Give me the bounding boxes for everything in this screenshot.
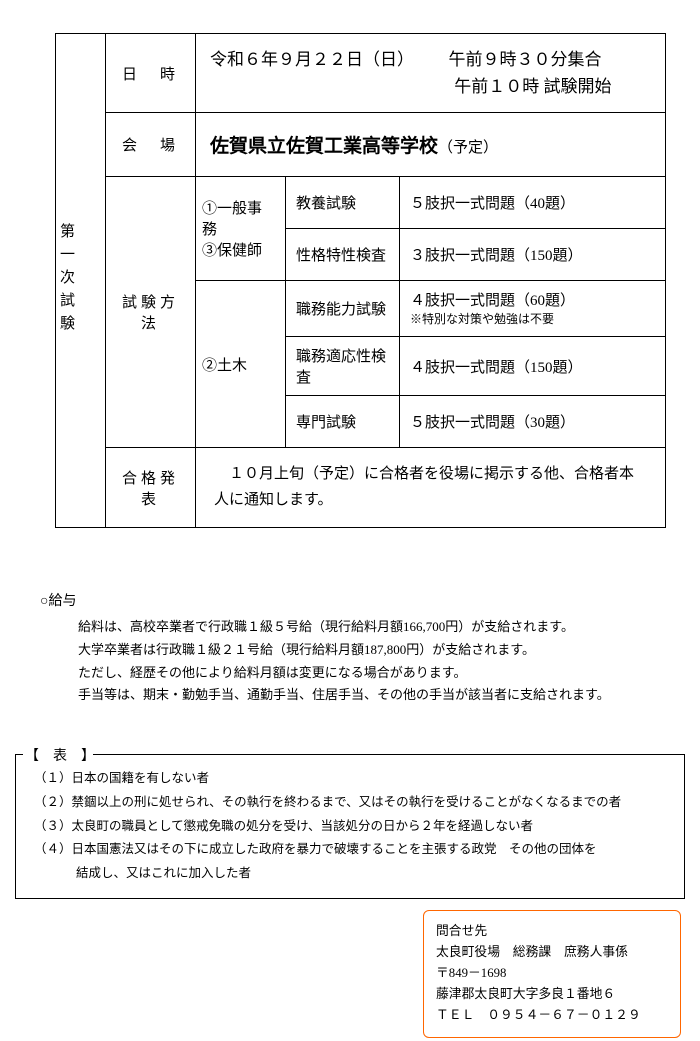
venue-name: 佐賀県立佐賀工業高等学校 — [210, 136, 438, 157]
g2-item0-main: ４肢択一式問題（60題） — [410, 293, 575, 309]
venue-suffix: （予定） — [438, 140, 498, 156]
exam-table: 第一次試験 日 時 令和６年９月２２日（日） 午前９時３０分集合 午前１０時 試… — [55, 33, 666, 528]
contact-address: 藤津郡太良町大字多良１番地６ — [436, 984, 668, 1005]
g2-item1-type: 職務適応性検査 — [286, 337, 400, 396]
datetime-label: 日 時 — [106, 34, 196, 113]
disq-item-1: （２）禁錮以上の刑に処せられ、その執行を終わるまで、又はその執行を受けることがな… — [34, 791, 670, 815]
disq-cont: 結成し、又はこれに加入した者 — [34, 862, 670, 886]
venue-value: 佐賀県立佐賀工業高等学校（予定） — [196, 113, 666, 177]
result-text: １０月上旬（予定）に合格者を役場に掲示する他、合格者本人に通知します。 — [196, 448, 666, 528]
disq-box: （１）日本の国籍を有しない者 （２）禁錮以上の刑に処せられ、その執行を終わるまで… — [15, 754, 685, 899]
group1-line1: ①一般事務 — [202, 201, 262, 238]
disq-item-0: （１）日本の国籍を有しない者 — [34, 767, 670, 791]
g2-item0-note: ※特別な対策や勉強は不要 — [410, 312, 554, 326]
g2-item0-type: 職務能力試験 — [286, 281, 400, 337]
exam-date: 令和６年９月２２日（日） — [210, 50, 414, 69]
salary-section: ○給与 給料は、高校卒業者で行政職１級５号給（現行給料月額166,700円）が支… — [40, 590, 660, 707]
contact-tel: ＴＥＬ ０９５４－６７－０１２９ — [436, 1005, 668, 1026]
g1-item0-type: 教養試験 — [286, 177, 400, 229]
datetime-value: 令和６年９月２２日（日） 午前９時３０分集合 午前１０時 試験開始 — [196, 34, 666, 113]
side-label: 第一次試験 — [56, 223, 77, 338]
group1-name: ①一般事務 ③保健師 — [196, 177, 286, 281]
g1-item1-desc: ３肢択一式問題（150題） — [400, 229, 666, 281]
salary-line-3: 手当等は、期末・勤勉手当、通勤手当、住居手当、その他の手当が該当者に支給されます… — [78, 684, 660, 707]
g2-item2-desc: ５肢択一式問題（30題） — [400, 396, 666, 448]
contact-org: 太良町役場 総務課 庶務人事係 — [436, 942, 668, 963]
g2-item0-desc: ４肢択一式問題（60題） ※特別な対策や勉強は不要 — [400, 281, 666, 337]
contact-postal: 〒849－1698 — [436, 963, 668, 984]
result-label: 合格発表 — [106, 448, 196, 528]
g2-item2-type: 専門試験 — [286, 396, 400, 448]
disq-item-3: （４）日本国憲法又はその下に成立した政府を暴力で破壊することを主張する政党 その… — [34, 838, 670, 862]
g1-item0-desc: ５肢択一式問題（40題） — [400, 177, 666, 229]
salary-heading: ○給与 — [40, 590, 660, 610]
venue-label: 会 場 — [106, 113, 196, 177]
disq-item-2: （３）太良町の職員として懲戒免職の処分を受け、当該処分の日から２年を経過しない者 — [34, 815, 670, 839]
salary-line-2: ただし、経歴その他により給料月額は変更になる場合があります。 — [78, 662, 660, 685]
group2-name: ②土木 — [196, 281, 286, 448]
method-label: 試験方法 — [106, 177, 196, 448]
g2-item1-desc: ４肢択一式問題（150題） — [400, 337, 666, 396]
g1-item1-type: 性格特性検査 — [286, 229, 400, 281]
side-label-cell: 第一次試験 — [56, 34, 106, 528]
exam-time2: 午前１０時 試験開始 — [454, 77, 611, 96]
disq-heading: 【 表 】 — [23, 745, 93, 765]
salary-body: 給料は、高校卒業者で行政職１級５号給（現行給料月額166,700円）が支給されま… — [78, 616, 660, 707]
salary-line-1: 大学卒業者は行政職１級２１号給（現行給料月額187,800円）が支給されます。 — [78, 639, 660, 662]
contact-box: 問合せ先 太良町役場 総務課 庶務人事係 〒849－1698 藤津郡太良町大字多… — [423, 910, 681, 1038]
group1-line2: ③保健師 — [202, 243, 262, 259]
salary-line-0: 給料は、高校卒業者で行政職１級５号給（現行給料月額166,700円）が支給されま… — [78, 616, 660, 639]
contact-title: 問合せ先 — [436, 921, 668, 942]
exam-time1: 午前９時３０分集合 — [449, 50, 602, 69]
